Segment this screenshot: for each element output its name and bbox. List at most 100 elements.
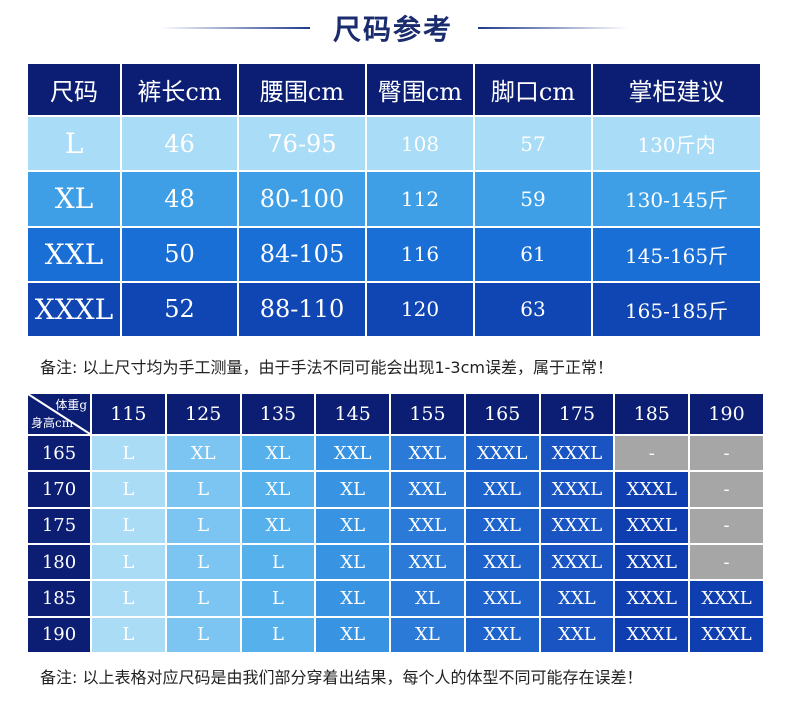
cell-length: 50 — [122, 227, 237, 281]
fit-cell: XL — [166, 436, 240, 471]
cell-waist: 84-105 — [239, 227, 365, 281]
fit-cell: XXL — [465, 544, 539, 580]
cell-length: 46 — [122, 117, 237, 171]
fit-table-header: 体重g 身高cm 115 125 135 145 155 165 175 185… — [28, 394, 763, 434]
fit-cell: XL — [316, 472, 390, 507]
cell-length: 52 — [122, 282, 237, 336]
height-header: 175 — [28, 508, 90, 543]
corner-cell: 体重g 身高cm — [28, 394, 90, 434]
fit-cell: XXL — [391, 472, 464, 507]
table-row: 190 L L L XL XL XXL XXL XXXL XXXL — [28, 617, 763, 652]
height-header: 170 — [28, 472, 90, 507]
title-bar: 尺码参考 — [0, 0, 790, 56]
table-row: 185 L L L XL XL XXL XXL XXXL XXXL — [28, 581, 763, 616]
weight-header: 135 — [241, 394, 315, 434]
height-header: 165 — [28, 436, 90, 471]
size-table-header: 尺码 裤长cm 腰围cm 臀围cm 脚口cm 掌柜建议 — [28, 64, 760, 116]
table-row: 165 L XL XL XXL XXL XXXL XXXL - - — [28, 436, 763, 471]
fit-cell: - — [690, 472, 763, 507]
fit-cell: L — [241, 581, 315, 616]
fit-cell: - — [615, 436, 689, 471]
fit-cell: XL — [241, 508, 315, 543]
cell-size: XXXL — [28, 282, 120, 336]
weight-header: 185 — [615, 394, 689, 434]
table-row: XXXL 52 88-110 120 63 165-185斤 — [28, 282, 760, 336]
fit-cell: XXXL — [540, 508, 614, 543]
size-table: 尺码 裤长cm 腰围cm 臀围cm 脚口cm 掌柜建议 L 46 76-95 1… — [26, 62, 762, 338]
weight-header: 175 — [540, 394, 614, 434]
fit-cell: XXL — [391, 436, 464, 471]
cell-waist: 88-110 — [239, 282, 365, 336]
fit-cell: XL — [316, 617, 390, 652]
cell-waist: 76-95 — [239, 117, 365, 171]
fit-cell: XXXL — [690, 581, 763, 616]
fit-cell: XXL — [465, 508, 539, 543]
fit-cell: XXXL — [690, 617, 763, 652]
height-header: 190 — [28, 617, 90, 652]
fit-cell: XXL — [465, 472, 539, 507]
weight-header: 115 — [92, 394, 165, 434]
weight-header: 145 — [316, 394, 390, 434]
cell-hip: 112 — [367, 172, 473, 226]
fit-cell: XXXL — [540, 472, 614, 507]
cell-hem: 61 — [475, 227, 591, 281]
fit-cell: XXXL — [540, 544, 614, 580]
fit-cell: L — [241, 544, 315, 580]
title-divider-right — [478, 27, 628, 29]
header-waist: 腰围cm — [239, 64, 365, 116]
header-size: 尺码 — [28, 64, 120, 116]
cell-hip: 116 — [367, 227, 473, 281]
cell-hem: 57 — [475, 117, 591, 171]
cell-length: 48 — [122, 172, 237, 226]
fit-cell: XXL — [391, 544, 464, 580]
fit-cell: XL — [316, 581, 390, 616]
fit-cell: XL — [241, 472, 315, 507]
fit-cell: - — [690, 544, 763, 580]
cell-hem: 63 — [475, 282, 591, 336]
fit-cell: XXL — [540, 581, 614, 616]
cell-hem: 59 — [475, 172, 591, 226]
fit-cell: XXXL — [615, 472, 689, 507]
cell-hip: 120 — [367, 282, 473, 336]
fit-cell: - — [690, 508, 763, 543]
header-hip: 臀围cm — [367, 64, 473, 116]
fit-cell: XXL — [316, 436, 390, 471]
fit-cell: XXL — [465, 617, 539, 652]
fit-cell: L — [166, 581, 240, 616]
fit-cell: XL — [391, 617, 464, 652]
weight-header: 190 — [690, 394, 763, 434]
measurement-note: 备注: 以上尺寸均为手工测量，由于手法不同可能会出现1-3cm误差，属于正常！ — [40, 358, 613, 377]
fit-cell: XXXL — [615, 544, 689, 580]
weight-header: 125 — [166, 394, 240, 434]
fit-cell: L — [166, 508, 240, 543]
cell-size: XXL — [28, 227, 120, 281]
cell-advice: 165-185斤 — [593, 282, 760, 336]
fit-cell: L — [166, 472, 240, 507]
header-hem: 脚口cm — [475, 64, 591, 116]
fit-cell: XL — [316, 544, 390, 580]
fit-cell: XL — [391, 581, 464, 616]
header-length: 裤长cm — [122, 64, 237, 116]
fit-cell: L — [166, 544, 240, 580]
table-row: 175 L L XL XL XXL XXL XXXL XXXL - — [28, 508, 763, 543]
height-header: 185 — [28, 581, 90, 616]
page-title: 尺码参考 — [332, 13, 453, 46]
fit-cell: XL — [316, 508, 390, 543]
fit-cell: L — [92, 617, 165, 652]
title-divider-left — [160, 27, 310, 29]
fit-cell: L — [241, 617, 315, 652]
cell-advice: 130斤内 — [593, 117, 760, 171]
fit-cell: XXL — [540, 617, 614, 652]
cell-advice: 145-165斤 — [593, 227, 760, 281]
fit-cell: L — [92, 544, 165, 580]
corner-weight-label: 体重g — [55, 398, 87, 412]
table-row: 170 L L XL XL XXL XXL XXXL XXXL - — [28, 472, 763, 507]
table-row: XXL 50 84-105 116 61 145-165斤 — [28, 227, 760, 281]
diagonal-line-icon — [28, 394, 90, 434]
fit-cell: XXL — [391, 508, 464, 543]
cell-waist: 80-100 — [239, 172, 365, 226]
fit-cell: XXL — [465, 581, 539, 616]
table-row: XL 48 80-100 112 59 130-145斤 — [28, 172, 760, 226]
cell-advice: 130-145斤 — [593, 172, 760, 226]
fit-cell: L — [92, 581, 165, 616]
